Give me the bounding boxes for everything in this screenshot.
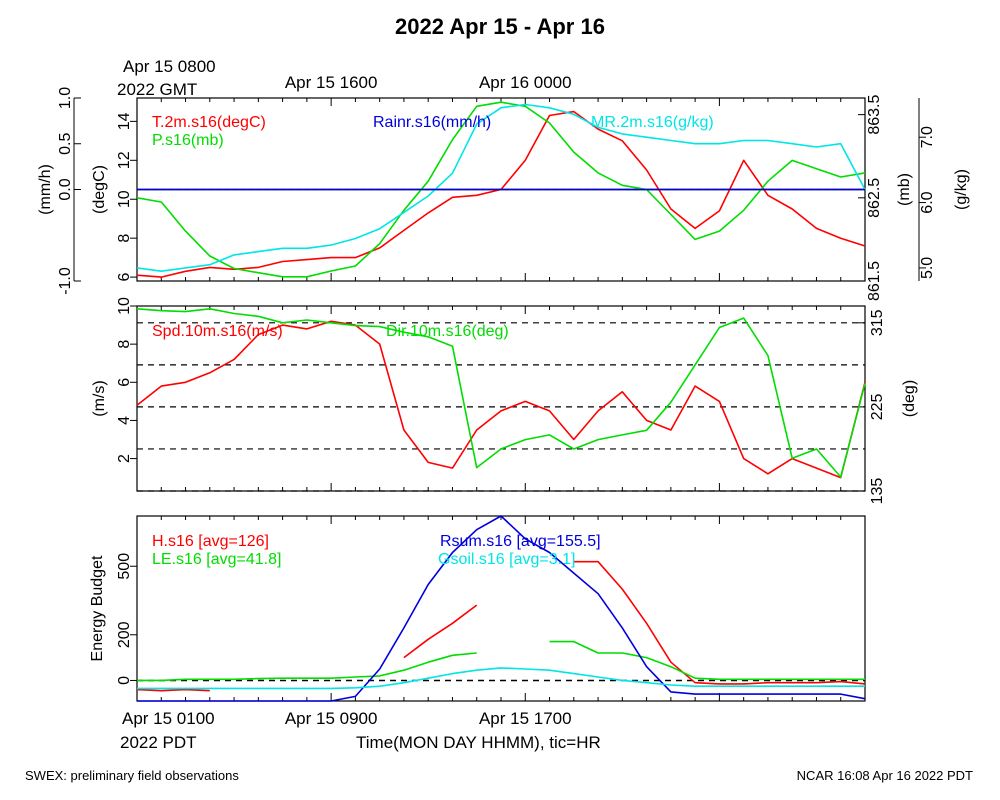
- y-axis-title: (mb): [896, 173, 913, 206]
- y-tick-label: 6: [116, 378, 133, 387]
- legend-label: Spd.10m.s16(m/s): [152, 323, 283, 340]
- y-tick-label: 1.0: [57, 87, 74, 109]
- series-line: [136, 103, 866, 272]
- y-tick-label: 8: [116, 234, 133, 243]
- y-tick-label: 10: [116, 190, 133, 208]
- y-tick-label: 862.5: [866, 178, 883, 218]
- x-axis-label: Time(MON DAY HHMM), tic=HR: [356, 733, 601, 752]
- legend-label: H.s16 [avg=126]: [152, 533, 269, 550]
- y-tick-label: 135: [869, 478, 886, 505]
- y-tick-label: 6: [116, 273, 133, 282]
- y-tick-label: 0: [116, 676, 133, 685]
- y-tick-label: 2: [116, 454, 133, 463]
- legend-label: P.s16(mb): [152, 132, 224, 149]
- top-left-time-line2: 2022 GMT: [117, 80, 198, 99]
- bottom-left-time-line1: Apr 15 0100: [122, 709, 215, 728]
- series-line: [137, 515, 866, 702]
- series-line: [136, 308, 866, 478]
- series-line: [136, 320, 866, 479]
- top-axis-time-label: Apr 15 1600: [285, 73, 378, 92]
- bottom-left-time-line2: 2022 PDT: [120, 733, 197, 752]
- y-axis-title: (mm/h): [37, 164, 54, 215]
- y-tick-label: 8: [116, 340, 133, 349]
- series-line: [136, 110, 866, 278]
- y-tick-label: 200: [116, 621, 133, 648]
- y-tick-label: 14: [116, 112, 133, 130]
- y-tick-label: 5.0: [919, 257, 936, 279]
- series-line: [136, 560, 866, 692]
- y-tick-label: 6.0: [919, 191, 936, 213]
- legend-label: Gsoil.s16 [avg=3.1]: [438, 551, 575, 568]
- y-tick-label: 225: [869, 393, 886, 420]
- y-tick-label: 4: [116, 416, 133, 425]
- legend-label: LE.s16 [avg=41.8]: [152, 551, 281, 568]
- y-tick-label: 10: [116, 297, 133, 315]
- footer-right: NCAR 16:08 Apr 16 2022 PDT: [796, 768, 973, 783]
- series-line: [137, 640, 865, 682]
- footer-left: SWEX: preliminary field observations: [25, 768, 239, 783]
- y-tick-label: 500: [116, 553, 133, 580]
- series-line: [137, 667, 865, 690]
- legend-label: MR.2m.s16(g/kg): [591, 114, 714, 131]
- y-axis-title: (g/kg): [953, 169, 970, 210]
- series-line: [136, 101, 866, 278]
- legend-label: Rainr.s16(mm/h): [373, 114, 491, 131]
- y-tick-label: 861.5: [866, 261, 883, 301]
- y-tick-label: 0.5: [57, 133, 74, 155]
- y-tick-label: 315: [869, 309, 886, 336]
- y-axis-title: Energy Budget: [89, 555, 106, 661]
- y-axis-title: (m/s): [91, 380, 108, 416]
- bottom-axis-time-label: Apr 15 1700: [479, 709, 572, 728]
- y-tick-label: -1.0: [57, 267, 74, 295]
- legend-label: T.2m.s16(degC): [152, 114, 266, 131]
- y-tick-label: 863.5: [866, 95, 883, 135]
- y-axis-title: (deg): [901, 380, 918, 417]
- y-tick-label: 7.0: [919, 126, 936, 148]
- bottom-axis-time-label: Apr 15 0900: [285, 709, 378, 728]
- chart-title: 2022 Apr 15 - Apr 16: [395, 14, 605, 39]
- legend-label: Rsum.s16 [avg=155.5]: [440, 533, 601, 550]
- legend-label: Dir.10m.s16(deg): [386, 323, 509, 340]
- top-left-time-line1: Apr 15 0800: [123, 57, 216, 76]
- top-axis-time-label: Apr 16 0000: [479, 73, 572, 92]
- y-tick-label: 0.0: [57, 178, 74, 200]
- y-tick-label: 12: [116, 151, 133, 169]
- y-axis-title: (degC): [91, 165, 108, 214]
